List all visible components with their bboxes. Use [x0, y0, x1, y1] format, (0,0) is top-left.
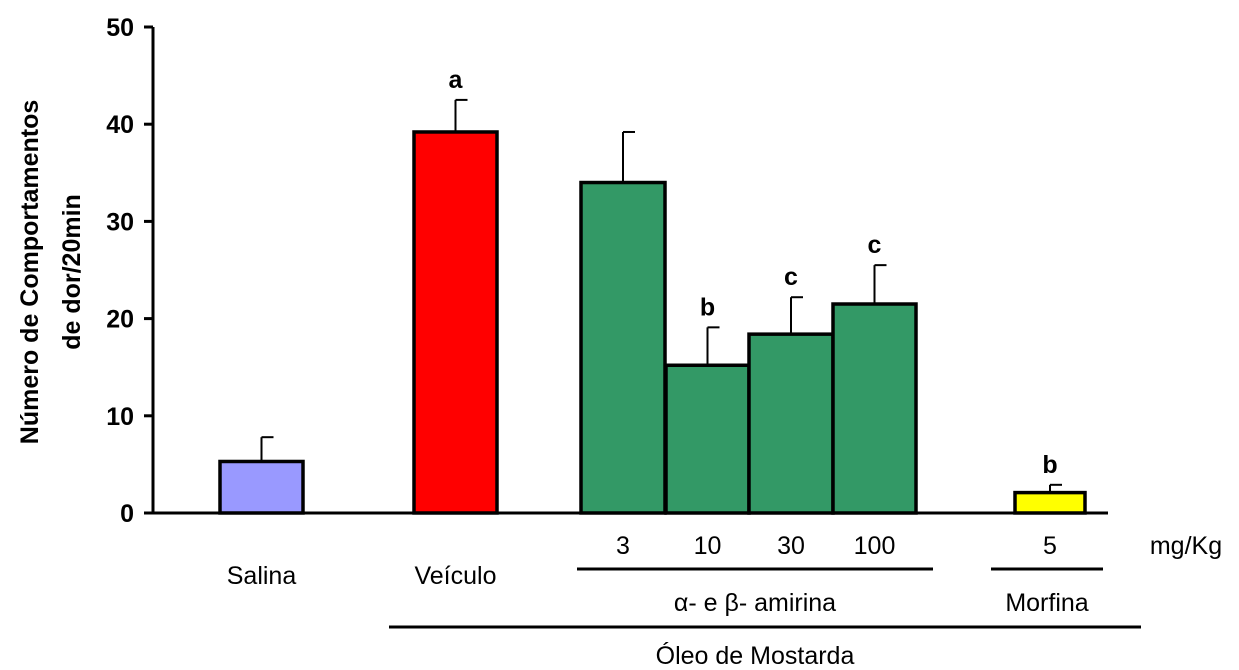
bar [831, 302, 918, 515]
significance-label: c [868, 231, 882, 259]
significance-label: b [1042, 451, 1057, 479]
bar [579, 180, 667, 515]
group-label-oleo: Óleo de Mostarda [656, 641, 855, 670]
y-tick-label: 0 [120, 500, 134, 528]
y-tick-label: 20 [106, 306, 134, 334]
significance-label: c [784, 263, 798, 291]
error-bars [260, 98, 1062, 493]
bar [664, 363, 751, 515]
bar [412, 130, 499, 515]
group-label-morfina: Morfina [1005, 589, 1088, 617]
significance-letters: a b c c b [449, 66, 1058, 479]
y-tick-label: 40 [106, 111, 134, 139]
dose-label: 3 [616, 532, 630, 560]
dose-label: 100 [854, 532, 896, 560]
significance-label: b [700, 293, 715, 321]
unit-label: mg/Kg [1150, 532, 1222, 560]
y-tick-label: 50 [106, 14, 134, 42]
significance-label: a [449, 66, 464, 94]
y-axis-title-line-1: Número de Comportamentos [16, 100, 44, 444]
y-tick-label: 10 [106, 403, 134, 431]
bar [747, 332, 835, 515]
category-label: Salina [227, 562, 297, 590]
dose-label: 10 [694, 532, 722, 560]
y-axis-ticks: 0 10 20 30 40 50 [106, 14, 153, 528]
y-axis-title: Número de Comportamentos de dor/20min [16, 100, 86, 444]
category-label: Veículo [414, 562, 496, 590]
group-label-amirina: α- e β- amirina [674, 589, 836, 617]
dose-label: 5 [1043, 532, 1057, 560]
bar [218, 459, 305, 515]
y-axis-title-line-2: de dor/20min [58, 194, 86, 350]
y-tick-label: 30 [106, 208, 134, 236]
bars [218, 130, 1087, 515]
x-axis-labels: Salina Veículo 3 10 30 100 5 [227, 532, 1057, 590]
bar [1013, 490, 1087, 515]
dose-label: 30 [777, 532, 805, 560]
